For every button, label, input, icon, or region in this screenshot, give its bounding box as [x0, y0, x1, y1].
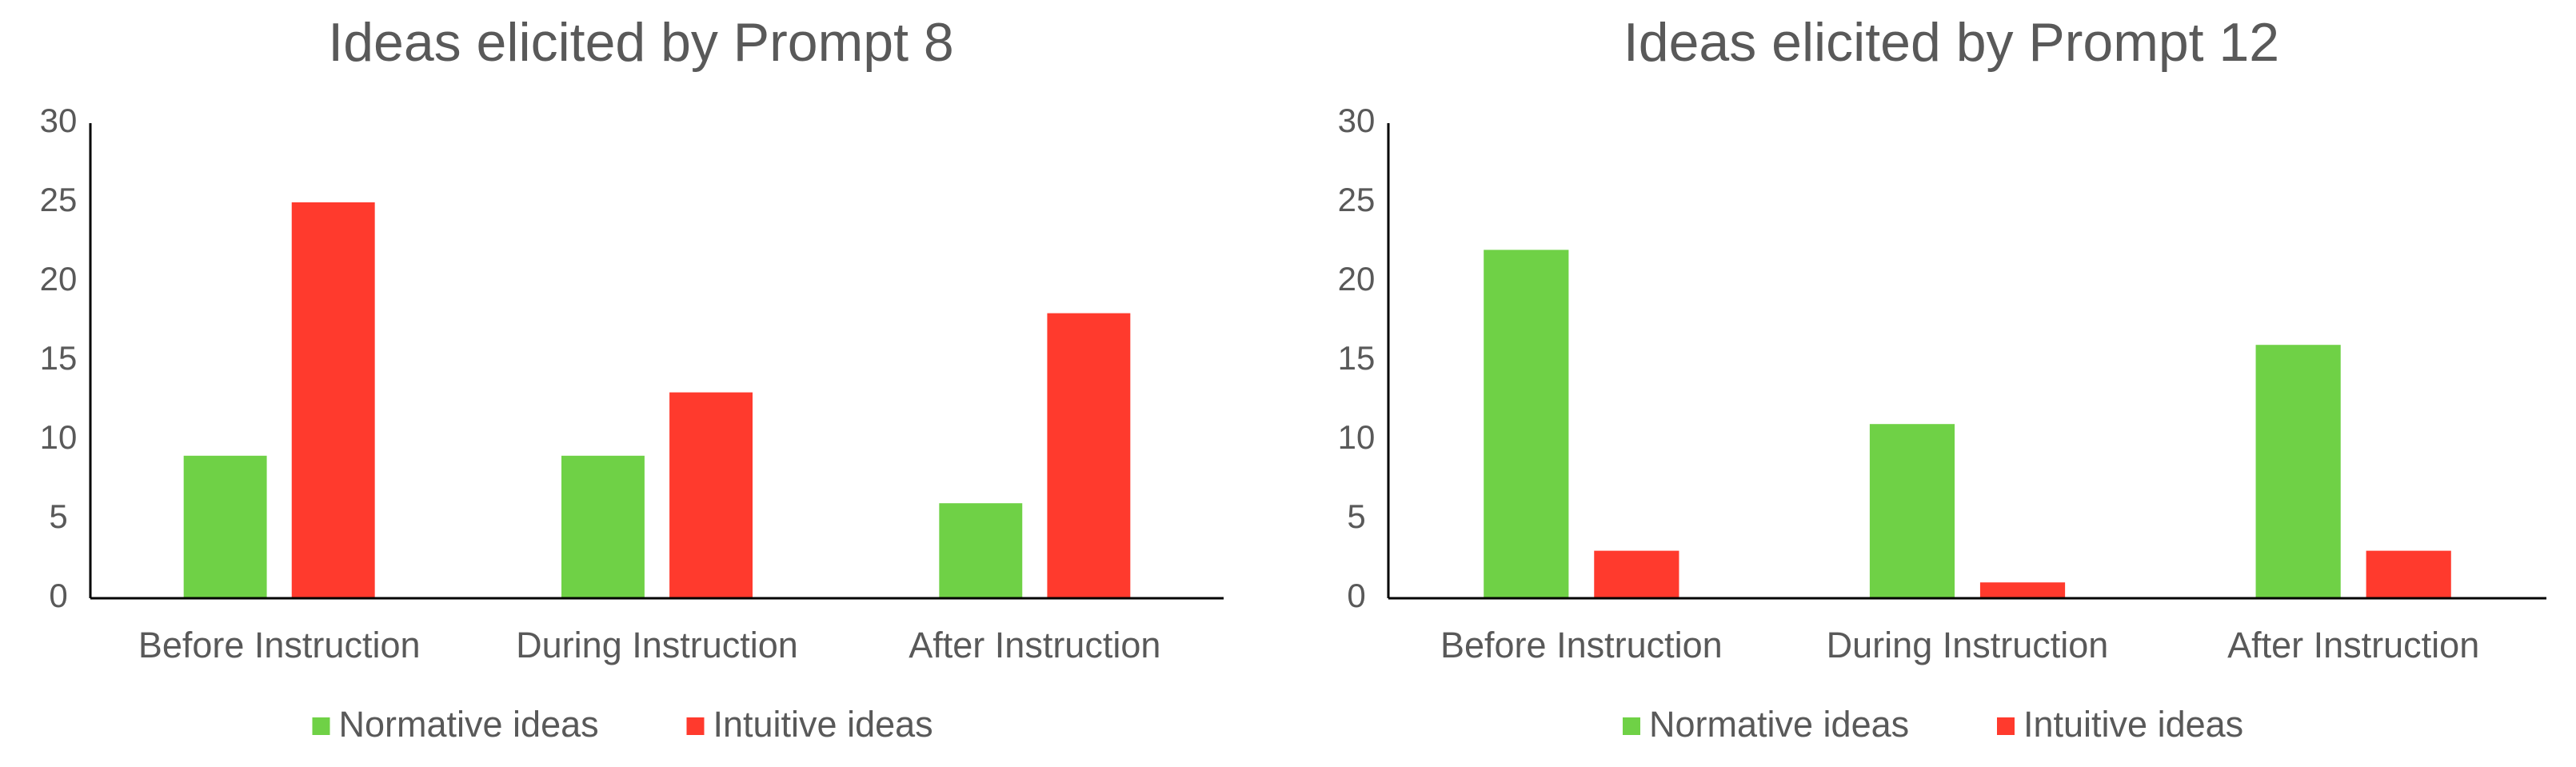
bar — [2366, 550, 2451, 598]
bar — [1979, 582, 2066, 598]
y-tick-label: 15 — [1338, 339, 1376, 377]
y-tick-label: 30 — [1338, 102, 1376, 139]
legend-swatch — [1623, 717, 1640, 735]
bar — [939, 503, 1023, 598]
x-tick-label: Before Instruction — [1440, 625, 1723, 665]
y-tick-label: 0 — [1347, 577, 1365, 614]
x-tick-label: Before Instruction — [138, 625, 421, 665]
legend-swatch — [312, 717, 330, 735]
bar — [2255, 345, 2341, 598]
bar — [561, 455, 645, 598]
bar — [291, 202, 375, 598]
y-tick-label: 30 — [40, 102, 78, 139]
x-tick-label: After Instruction — [2227, 625, 2479, 665]
legend-swatch — [686, 717, 705, 735]
bar — [1869, 424, 1955, 598]
bar — [183, 455, 267, 598]
chart-title: Ideas elicited by Prompt 8 — [328, 12, 953, 73]
legend-swatch — [1997, 717, 2015, 735]
x-tick-label: During Instruction — [516, 625, 798, 665]
bar — [669, 392, 753, 598]
y-tick-label: 25 — [1338, 181, 1376, 218]
y-tick-label: 20 — [40, 260, 78, 298]
legend-label: Normative ideas — [1649, 704, 1909, 745]
legend-label: Normative ideas — [339, 704, 599, 745]
y-tick-label: 5 — [1347, 497, 1365, 535]
y-tick-label: 5 — [49, 497, 67, 535]
bar — [1047, 313, 1131, 598]
chart-title: Ideas elicited by Prompt 12 — [1623, 12, 2279, 73]
y-tick-label: 15 — [40, 339, 78, 377]
x-tick-label: After Instruction — [909, 625, 1160, 665]
y-tick-label: 25 — [40, 181, 78, 218]
y-tick-label: 10 — [1338, 418, 1376, 456]
x-tick-label: During Instruction — [1827, 625, 2109, 665]
y-tick-label: 20 — [1338, 260, 1376, 298]
y-tick-label: 10 — [40, 418, 78, 456]
bar — [1484, 250, 1569, 598]
bar — [1594, 550, 1679, 598]
legend-label: Intuitive ideas — [2023, 704, 2243, 745]
y-tick-label: 0 — [49, 577, 67, 614]
legend-label: Intuitive ideas — [713, 704, 933, 745]
